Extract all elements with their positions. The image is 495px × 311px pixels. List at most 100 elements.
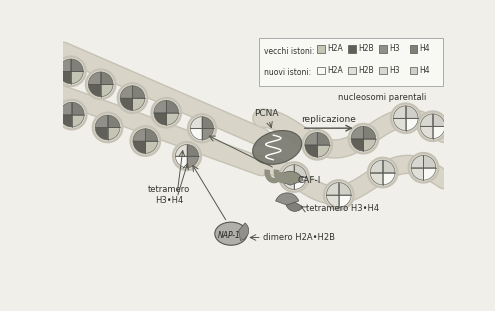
Wedge shape <box>433 114 445 126</box>
Wedge shape <box>202 128 213 140</box>
Bar <box>317 45 325 53</box>
Wedge shape <box>423 168 436 180</box>
FancyBboxPatch shape <box>259 38 444 86</box>
Text: H2A: H2A <box>327 44 343 53</box>
Circle shape <box>324 180 353 210</box>
Circle shape <box>191 117 213 140</box>
Text: H3: H3 <box>389 66 399 75</box>
Text: H2B: H2B <box>358 44 374 53</box>
Text: nucleosomi parentali: nucleosomi parentali <box>339 94 427 102</box>
Wedge shape <box>146 141 157 153</box>
Text: CAF-I: CAF-I <box>298 176 321 185</box>
Wedge shape <box>191 128 202 140</box>
Wedge shape <box>95 115 107 128</box>
Circle shape <box>305 132 330 157</box>
Wedge shape <box>71 59 83 71</box>
Wedge shape <box>100 84 113 97</box>
Wedge shape <box>423 156 436 168</box>
Wedge shape <box>276 193 299 205</box>
Wedge shape <box>370 173 383 185</box>
Wedge shape <box>100 72 113 84</box>
Wedge shape <box>72 102 84 114</box>
Wedge shape <box>394 118 406 131</box>
Circle shape <box>57 100 87 129</box>
Wedge shape <box>406 106 418 118</box>
Wedge shape <box>406 118 418 131</box>
Wedge shape <box>71 71 83 84</box>
Circle shape <box>327 183 351 207</box>
Wedge shape <box>133 98 145 110</box>
Text: H2B: H2B <box>358 66 374 75</box>
Wedge shape <box>166 100 179 113</box>
Circle shape <box>151 98 181 128</box>
Wedge shape <box>58 59 71 71</box>
Circle shape <box>370 160 395 185</box>
Wedge shape <box>166 113 179 125</box>
Circle shape <box>411 156 436 180</box>
Circle shape <box>89 72 113 97</box>
Circle shape <box>58 59 83 84</box>
Wedge shape <box>133 129 146 141</box>
Wedge shape <box>59 114 72 127</box>
Circle shape <box>56 57 86 86</box>
Circle shape <box>173 142 201 170</box>
Wedge shape <box>339 183 351 195</box>
Wedge shape <box>383 160 395 173</box>
Ellipse shape <box>215 222 247 245</box>
Circle shape <box>368 158 397 187</box>
Wedge shape <box>294 165 306 177</box>
Wedge shape <box>351 126 363 139</box>
Text: tetramero
H3•H4: tetramero H3•H4 <box>148 185 191 205</box>
Circle shape <box>93 113 122 142</box>
Wedge shape <box>187 156 198 168</box>
Wedge shape <box>89 72 100 84</box>
Wedge shape <box>363 126 376 139</box>
Wedge shape <box>175 156 187 168</box>
Bar <box>348 45 356 53</box>
Wedge shape <box>133 86 145 98</box>
Wedge shape <box>286 202 303 211</box>
Text: tetramero H3•H4: tetramero H3•H4 <box>305 204 379 213</box>
Bar <box>379 45 387 53</box>
Wedge shape <box>95 128 107 140</box>
Circle shape <box>188 114 216 142</box>
Wedge shape <box>202 117 213 128</box>
Text: PCNA: PCNA <box>254 109 279 118</box>
Wedge shape <box>370 160 383 173</box>
Wedge shape <box>294 177 306 189</box>
Wedge shape <box>363 139 376 151</box>
Bar <box>317 67 325 74</box>
Wedge shape <box>120 98 133 110</box>
Circle shape <box>302 130 332 160</box>
Circle shape <box>154 100 179 125</box>
Wedge shape <box>433 126 445 138</box>
Circle shape <box>418 111 447 141</box>
Wedge shape <box>305 132 317 145</box>
Wedge shape <box>107 115 120 128</box>
Wedge shape <box>133 141 146 153</box>
Ellipse shape <box>252 131 302 164</box>
Wedge shape <box>72 114 84 127</box>
Bar <box>409 67 417 74</box>
Wedge shape <box>339 195 351 207</box>
Text: nuovi istoni:: nuovi istoni: <box>264 68 311 77</box>
Bar <box>379 67 387 74</box>
Text: H3: H3 <box>389 44 399 53</box>
Wedge shape <box>383 173 395 185</box>
Text: replicazione: replicazione <box>301 114 356 123</box>
Wedge shape <box>120 86 133 98</box>
Wedge shape <box>317 145 330 157</box>
Wedge shape <box>187 145 198 156</box>
Wedge shape <box>411 156 423 168</box>
Text: H2A: H2A <box>327 66 343 75</box>
Circle shape <box>59 102 84 127</box>
Text: H4: H4 <box>420 44 430 53</box>
Circle shape <box>131 126 160 156</box>
Wedge shape <box>411 168 423 180</box>
Circle shape <box>348 124 378 154</box>
Circle shape <box>95 115 120 140</box>
Circle shape <box>86 69 115 99</box>
Wedge shape <box>282 177 294 189</box>
Text: NAP-1: NAP-1 <box>218 231 241 240</box>
Text: H4: H4 <box>420 66 430 75</box>
